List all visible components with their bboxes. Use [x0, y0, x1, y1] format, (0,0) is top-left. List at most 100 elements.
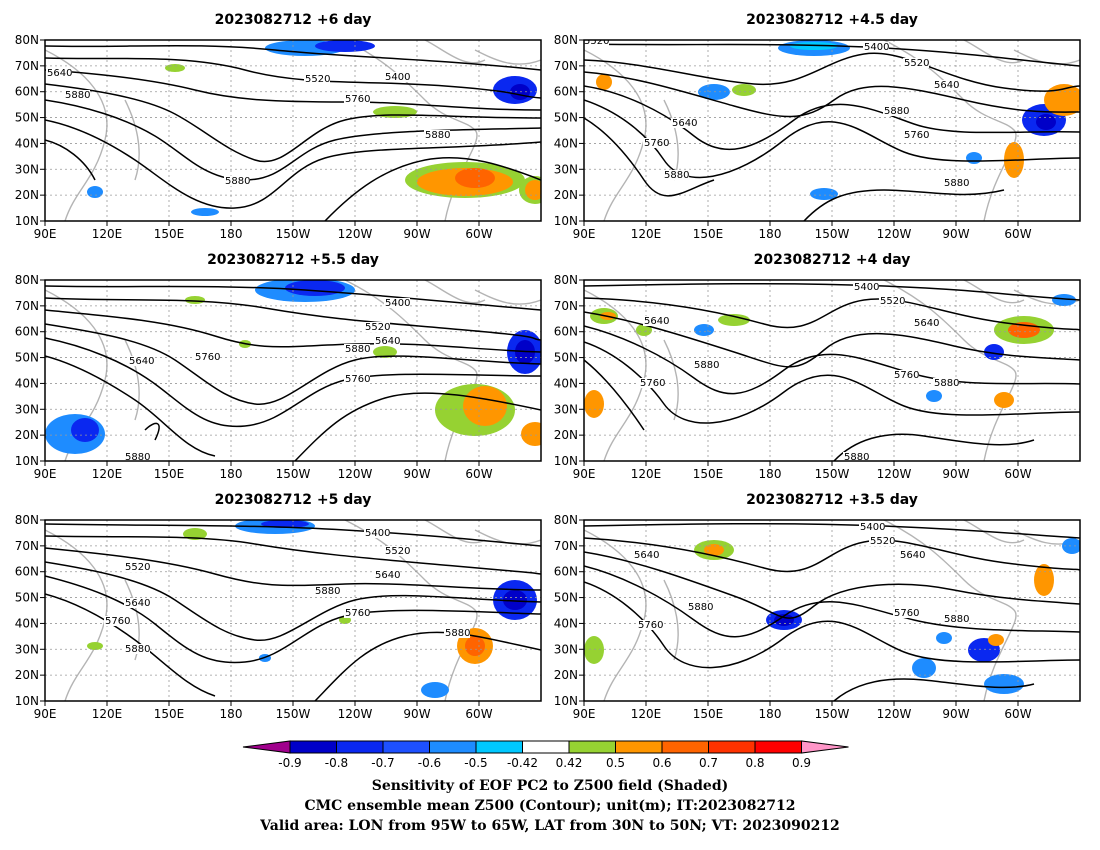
contour-label: 5760: [195, 352, 220, 363]
lon-tick-label: 60W: [1004, 227, 1031, 241]
contour-label: 5760: [894, 370, 919, 381]
colorbar-box: [289, 740, 337, 754]
colorbar-tick-label: 0.42: [556, 756, 583, 770]
coastline: [663, 339, 679, 421]
caption-line-2: CMC ensemble mean Z500 (Contour); unit(m…: [305, 798, 796, 814]
contour-label: 5640: [900, 550, 925, 561]
map-panel: 2023082712 +3.5 day540055205640564058805…: [554, 492, 1081, 721]
panels-layer: 2023082712 +6 day54005520564057605880588…: [15, 12, 1081, 721]
lat-tick-label: 70N: [15, 299, 39, 313]
lat-tick-label: 20N: [554, 188, 578, 202]
z500-contour: [45, 285, 541, 311]
colorbar-box: [522, 740, 570, 754]
contour-label: 5760: [640, 378, 665, 389]
lat-tick-label: 70N: [15, 59, 39, 73]
z500-contour: [45, 535, 541, 575]
map-plot-area: 5400 5520 5640 5640 5760 5880 5760 5880: [45, 280, 541, 463]
lat-tick-label: 70N: [554, 539, 578, 553]
coastline: [45, 49, 108, 221]
contour-label-bg: [344, 94, 370, 104]
sensitivity-shading: [455, 168, 495, 188]
sensitivity-shading: [584, 636, 604, 664]
contour-label-bg: [943, 178, 969, 188]
sensitivity-shading: [315, 40, 375, 52]
lat-tick-label: 10N: [554, 454, 578, 468]
z500-contour: [584, 325, 1080, 395]
contour-label: 5400: [864, 42, 889, 53]
contour-label: 5640: [375, 336, 400, 347]
colorbar-tick-label: -0.5: [464, 756, 487, 770]
contour-label: 5640: [644, 316, 669, 327]
coastline: [124, 99, 140, 181]
lon-tick-label: 60W: [465, 707, 492, 721]
lat-tick-label: 50N: [554, 111, 578, 125]
contour-label: 5880: [425, 130, 450, 141]
lat-tick-label: 50N: [554, 591, 578, 605]
contour-label-bg: [643, 138, 669, 148]
lat-tick-label: 80N: [554, 273, 578, 287]
lon-tick-label: 150W: [276, 227, 311, 241]
contour-label: 5760: [904, 130, 929, 141]
lon-tick-label: 120E: [92, 467, 123, 481]
z500-contour: [45, 523, 541, 547]
z500-contour: [144, 422, 160, 441]
sensitivity-shading: [191, 208, 219, 216]
lat-tick-label: 10N: [554, 214, 578, 228]
lon-tick-label: 150E: [693, 467, 724, 481]
contour-label: 5880: [694, 360, 719, 371]
sensitivity-shading: [718, 314, 750, 326]
colorbar-tick-label: -0.7: [371, 756, 394, 770]
map-panel: 2023082712 +4.5 day540055205640564058805…: [554, 12, 1081, 241]
contour-label: 5880: [934, 378, 959, 389]
lat-tick-label: 50N: [15, 351, 39, 365]
contour-label: 5880: [688, 602, 713, 613]
z500-contour: [833, 678, 1035, 701]
contour-label: 5400: [854, 282, 879, 293]
contour-label-bg: [344, 374, 370, 384]
contour-label-bg: [304, 74, 330, 84]
contour-label-bg: [853, 282, 879, 292]
lon-tick-label: 60W: [1004, 707, 1031, 721]
lat-tick-label: 40N: [15, 376, 39, 390]
lat-tick-label: 80N: [15, 513, 39, 527]
contour-label: 5880: [125, 452, 150, 463]
contour-label: 5760: [105, 616, 130, 627]
lat-tick-label: 30N: [15, 642, 39, 656]
z500-contour: [45, 337, 541, 428]
contour-label-bg: [933, 378, 959, 388]
contour-label: 5520: [125, 562, 150, 573]
sensitivity-shading: [503, 590, 527, 610]
lon-tick-label: 150W: [276, 707, 311, 721]
contour-label: 5640: [47, 68, 72, 79]
colorbar-arrow-left: [242, 740, 291, 754]
z500-contour: [314, 631, 541, 701]
lon-tick-label: 150W: [815, 227, 850, 241]
sensitivity-shading: [71, 418, 99, 442]
contour-label-bg: [344, 344, 370, 354]
z500-contour: [803, 189, 1005, 221]
contour-label: 5520: [880, 296, 905, 307]
panel-title: 2023082712 +4 day: [754, 252, 911, 268]
contour-label: 5760: [345, 374, 370, 385]
z500-contour: [45, 355, 216, 457]
contour-label-bg: [863, 42, 889, 52]
colorbar-box: [382, 740, 430, 754]
caption-line-1: Sensitivity of EOF PC2 to Z500 field (Sh…: [372, 778, 728, 794]
map-plot-area: 5400 5520 5640 5760 5880 5880 5880: [45, 40, 541, 221]
lon-tick-label: 90E: [34, 467, 57, 481]
contour-label: 5880: [225, 176, 250, 187]
contour-label: 5640: [125, 598, 150, 609]
contour-label-bg: [913, 318, 939, 328]
contour-label: 5400: [385, 72, 410, 83]
lat-tick-label: 70N: [554, 59, 578, 73]
lon-tick-label: 120E: [92, 227, 123, 241]
z500-contour: [45, 44, 541, 71]
lon-tick-label: 90W: [403, 707, 430, 721]
contour-label: 5880: [944, 178, 969, 189]
contour-label: 5760: [345, 608, 370, 619]
z500-contour: [294, 392, 541, 461]
contour-label-bg: [899, 550, 925, 560]
sensitivity-shading: [1044, 84, 1080, 116]
